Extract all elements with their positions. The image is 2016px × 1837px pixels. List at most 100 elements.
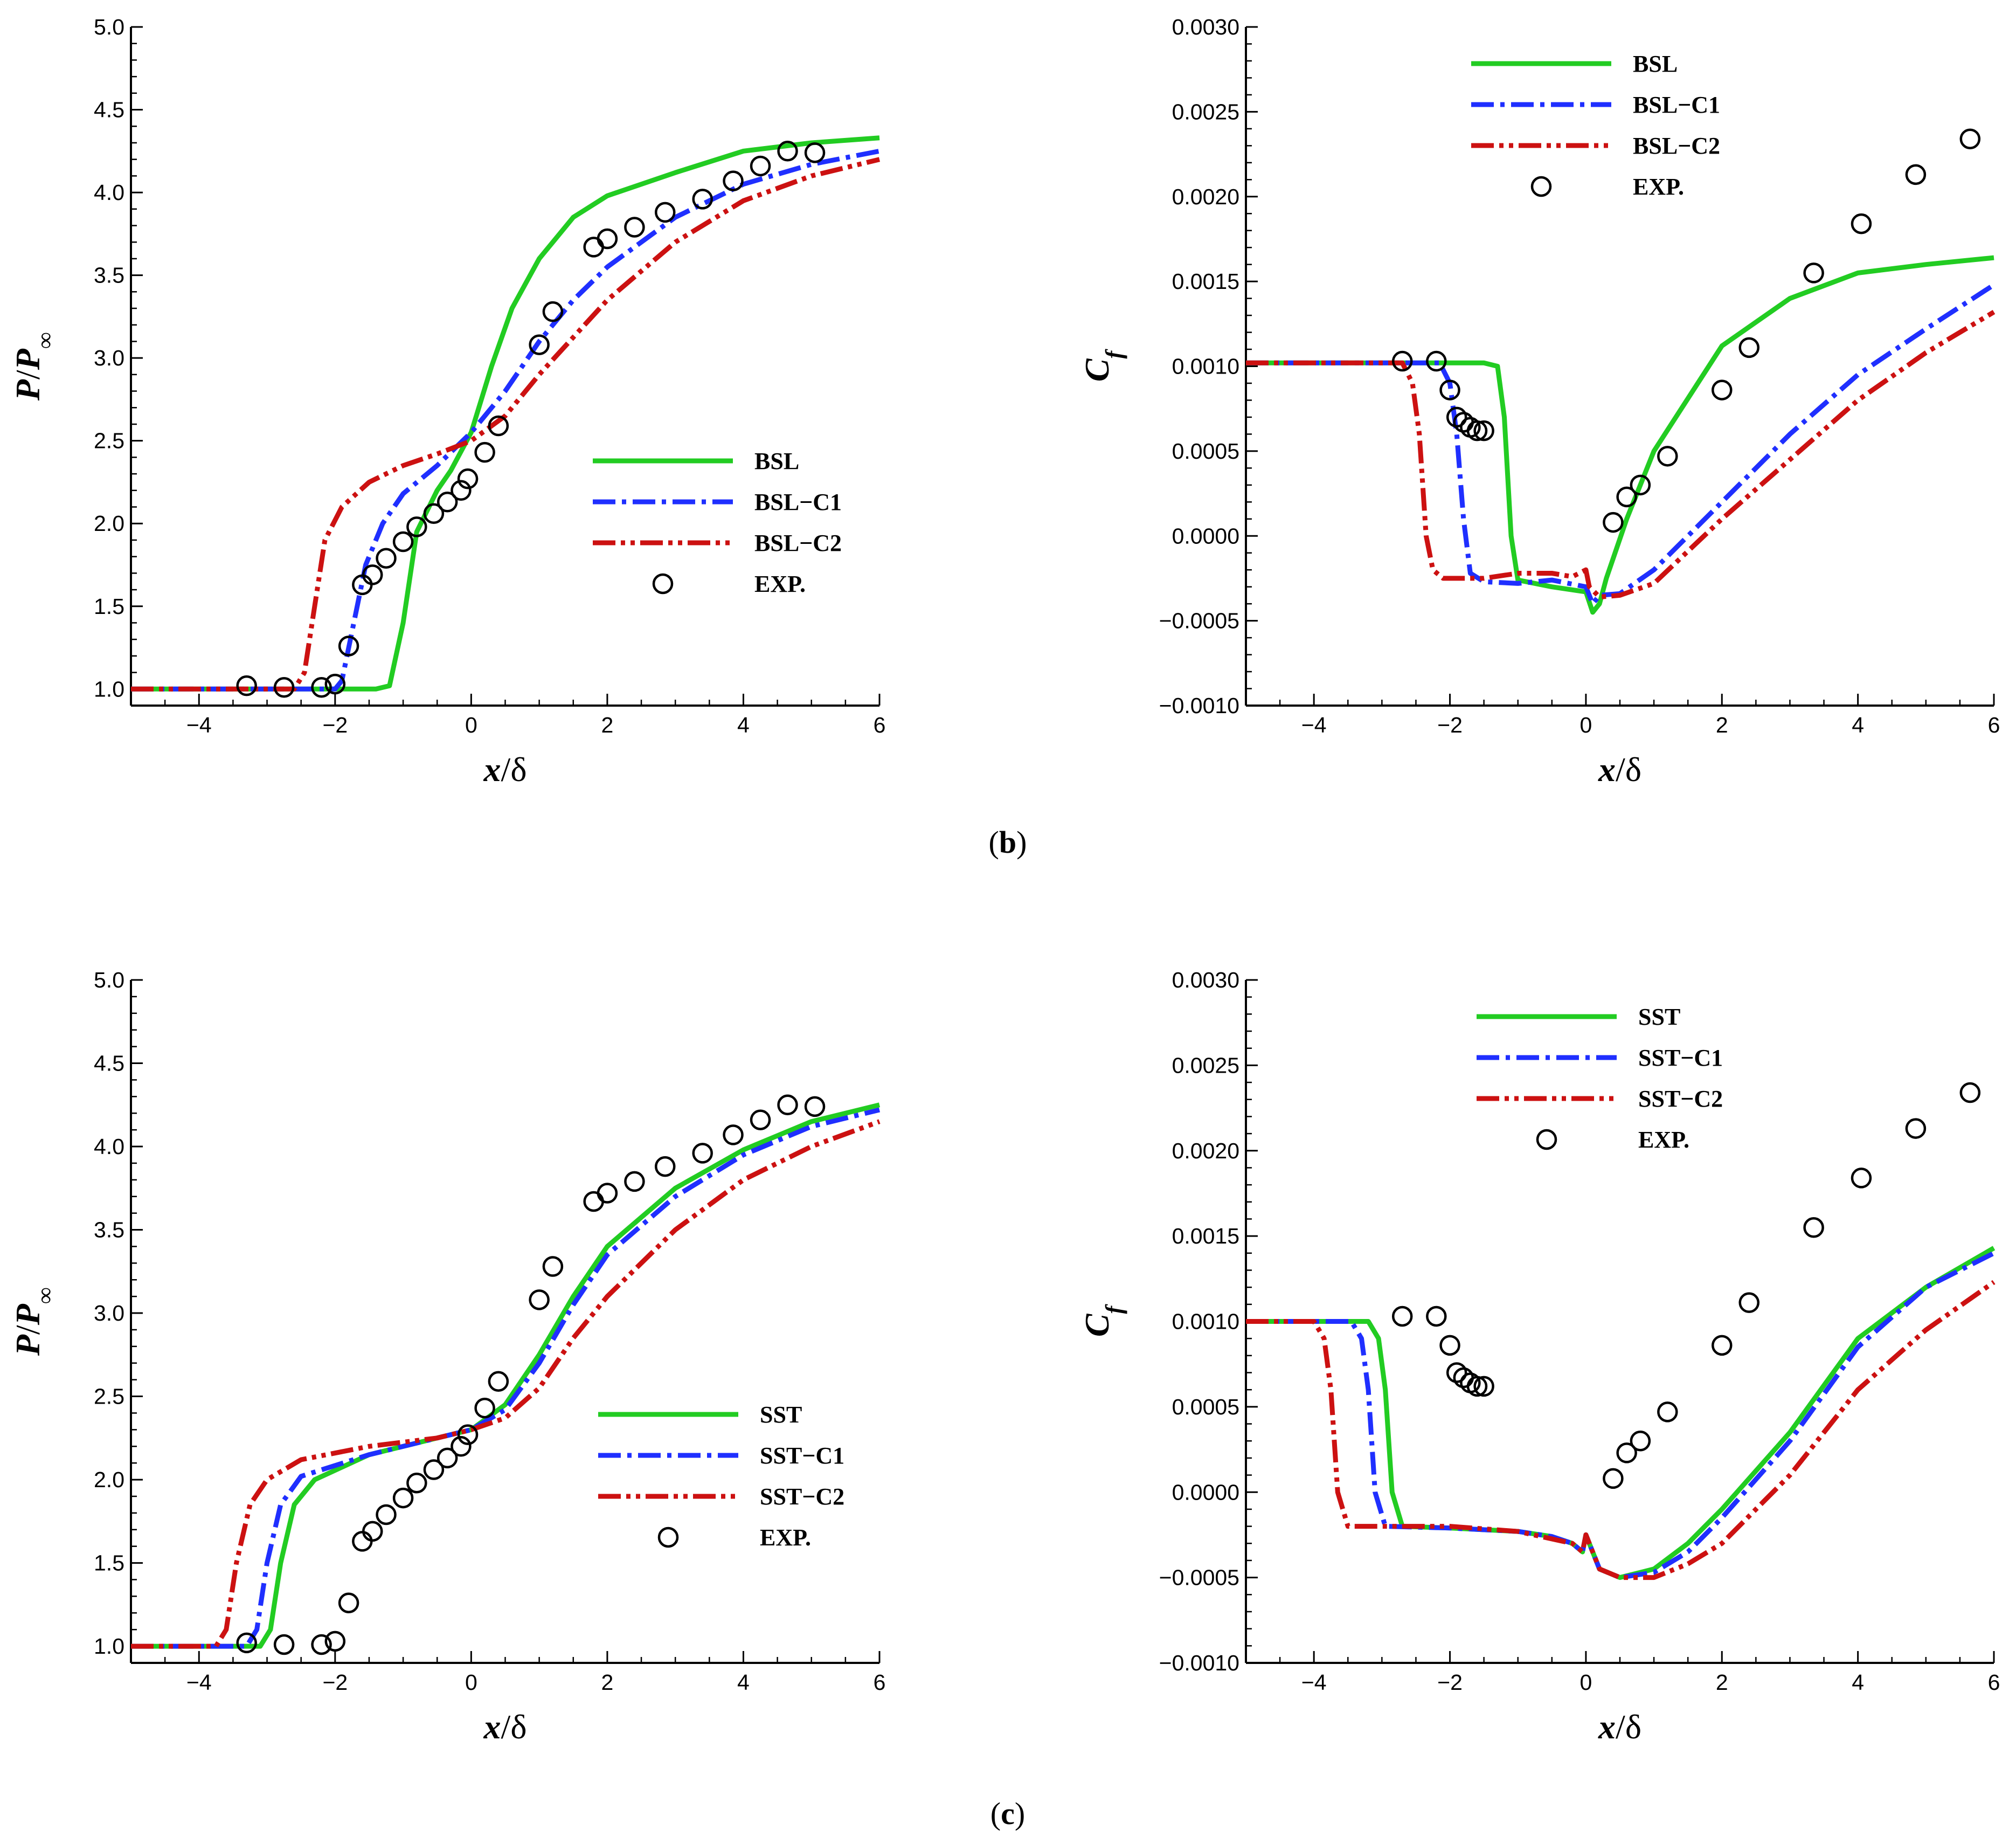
legend-label: SST−C1 — [1638, 1045, 1723, 1071]
exp-data-point — [750, 1109, 771, 1130]
exp-data-point — [750, 155, 771, 177]
exp-data-point — [1391, 350, 1413, 372]
x-tick-label: −2 — [322, 713, 348, 737]
x-tick-label: 0 — [1580, 1670, 1592, 1695]
x-axis-label: x/δ — [1598, 1708, 1641, 1746]
exp-data-point — [273, 676, 295, 698]
y-tick-label: 3.0 — [94, 1301, 124, 1325]
series-line-bsl — [1246, 255, 1994, 615]
y-tick-label: 1.0 — [94, 676, 124, 701]
y-axis-label-sub: ∞ — [32, 332, 58, 349]
exp-data-point — [457, 1424, 479, 1445]
y-tick-label: 3.0 — [94, 346, 124, 370]
y-axis-label: P/P∞ — [9, 1287, 58, 1356]
legend-label: SST−C2 — [1638, 1086, 1723, 1112]
exp-data-point — [1851, 213, 1872, 234]
series-line-sst-c2 — [1246, 1280, 1996, 1580]
x-tick-label: 2 — [601, 713, 614, 737]
legend-label: BSL−C1 — [754, 489, 842, 515]
exp-data-point — [423, 503, 445, 524]
exp-data-point — [451, 480, 472, 501]
exp-data-point — [311, 1634, 332, 1655]
exp-data-point — [1657, 446, 1678, 467]
exp-data-point — [1603, 1468, 1624, 1489]
exp-data-point — [474, 1397, 495, 1419]
y-axis-label-p2: P — [9, 1303, 47, 1325]
y-tick-label: 2.5 — [94, 429, 124, 453]
legend-label: EXP. — [1638, 1127, 1689, 1153]
exp-data-point — [723, 1124, 744, 1145]
x-tick-label: −2 — [322, 1670, 348, 1695]
exp-data-point — [1391, 1306, 1413, 1327]
x-tick-label: −2 — [1437, 1670, 1463, 1695]
y-tick-label: 0.0025 — [1172, 99, 1239, 124]
legend-label: EXP. — [760, 1524, 811, 1551]
exp-data-point — [1630, 1430, 1651, 1452]
y-axis-label-p1: P — [9, 1334, 47, 1356]
exp-data-point — [236, 675, 257, 696]
exp-data-point — [1905, 164, 1927, 185]
exp-data-point — [583, 237, 604, 258]
y-tick-label: 1.5 — [94, 594, 124, 619]
y-axis-label: P/P∞ — [9, 332, 58, 401]
x-axis-label-rest: /δ — [501, 1708, 527, 1746]
exp-data-point — [1851, 1168, 1872, 1189]
x-tick-label: 6 — [1988, 1670, 2000, 1695]
legend-marker-exp — [657, 1527, 679, 1548]
exp-data-point — [376, 1504, 397, 1525]
x-axis-label-var: x — [483, 750, 501, 789]
y-axis-label-slash: / — [9, 1325, 47, 1335]
x-tick-label: 6 — [874, 713, 886, 737]
y-tick-label: −0.0010 — [1159, 1650, 1239, 1675]
exp-data-point — [529, 1289, 550, 1310]
legend: SST SST−C1 SST−C2 EXP. — [598, 1401, 844, 1551]
series-line-bsl-c1 — [1246, 282, 1996, 606]
series-line-sst-c1 — [1246, 1251, 1996, 1580]
exp-data-point — [1712, 379, 1733, 400]
x-tick-label: 0 — [465, 713, 477, 737]
exp-data-point — [692, 189, 713, 210]
exp-data-point — [1426, 1306, 1447, 1327]
exp-data-point — [1630, 474, 1651, 496]
y-tick-label: 2.5 — [94, 1384, 124, 1409]
caption-c: (c) — [990, 1796, 1025, 1831]
x-tick-label: −4 — [1301, 713, 1327, 737]
x-tick-label: 4 — [737, 1670, 750, 1695]
y-tick-label: −0.0005 — [1159, 1565, 1239, 1590]
y-axis-label-main: C — [1078, 1313, 1116, 1337]
exp-data-point — [392, 531, 414, 553]
x-axis-label-var: x — [483, 1708, 501, 1746]
legend-label: SST−C1 — [760, 1442, 844, 1469]
exp-data-point — [583, 1191, 604, 1212]
exp-data-point — [392, 1487, 414, 1509]
exp-data-point — [437, 492, 458, 513]
y-tick-label: 0.0020 — [1172, 1138, 1239, 1163]
x-axis-label: x/δ — [483, 750, 527, 789]
y-axis-label-p1: P — [9, 379, 47, 401]
x-tick-label: 0 — [1580, 713, 1592, 737]
exp-data-point — [1473, 420, 1494, 441]
y-tick-label: 3.5 — [94, 1218, 124, 1242]
x-axis-label-rest: /δ — [501, 750, 527, 789]
y-tick-label: 0.0030 — [1172, 968, 1239, 992]
exp-data-point — [654, 1156, 676, 1177]
legend-label: BSL−C2 — [1633, 133, 1720, 159]
legend: SST SST−C1 SST−C2 EXP. — [1477, 1004, 1723, 1153]
exp-data-point — [324, 1631, 346, 1652]
y-axis-label-slash: / — [9, 370, 47, 379]
x-tick-label: −2 — [1437, 713, 1463, 737]
legend-label: SST — [1638, 1004, 1680, 1030]
x-axis-label-rest: /δ — [1616, 1708, 1641, 1746]
exp-data-point — [692, 1143, 713, 1164]
series-line-bsl-c2 — [1246, 309, 1996, 600]
exp-data-point — [362, 1521, 383, 1542]
x-tick-label: 4 — [1852, 713, 1864, 737]
exp-data-point — [338, 636, 359, 657]
legend: BSL BSL−C1 BSL−C2 EXP. — [593, 448, 842, 597]
panel-c-pressure: −4 −2 0 2 4 61.01.52.02.53.03.54.04.55.0x/δP/… — [9, 968, 885, 1746]
exp-data-point — [1959, 1082, 1981, 1103]
legend: BSL BSL−C1 BSL−C2 EXP. — [1471, 51, 1720, 200]
exp-data-point — [437, 1447, 458, 1469]
x-tick-label: 2 — [1716, 713, 1728, 737]
